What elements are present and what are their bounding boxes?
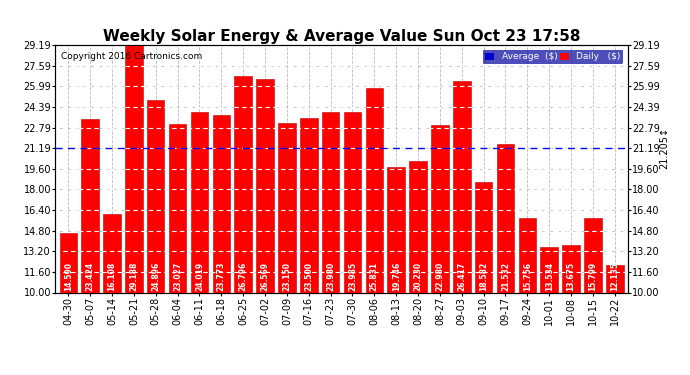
Bar [366, 88, 383, 292]
Text: 23.150: 23.150 [282, 262, 291, 291]
Bar [59, 233, 77, 292]
Text: 26.796: 26.796 [239, 261, 248, 291]
Bar [584, 218, 602, 292]
Text: 20.230: 20.230 [413, 261, 422, 291]
Text: 16.108: 16.108 [108, 261, 117, 291]
Bar [322, 112, 339, 292]
Bar [300, 118, 317, 292]
Text: 23.980: 23.980 [326, 261, 335, 291]
Text: 22.980: 22.980 [435, 261, 444, 291]
Text: 21.205↕: 21.205↕ [660, 127, 669, 169]
Bar [453, 81, 471, 292]
Bar [540, 247, 558, 292]
Text: 18.582: 18.582 [479, 261, 488, 291]
Text: Copyright 2016 Cartronics.com: Copyright 2016 Cartronics.com [61, 53, 202, 62]
Text: 23.985: 23.985 [348, 261, 357, 291]
Text: 29.188: 29.188 [130, 261, 139, 291]
Text: 15.756: 15.756 [523, 262, 532, 291]
Text: 13.675: 13.675 [566, 261, 575, 291]
Bar [497, 144, 514, 292]
Bar [190, 112, 208, 292]
Text: 23.424: 23.424 [86, 261, 95, 291]
Text: 14.590: 14.590 [63, 262, 73, 291]
Text: 12.135: 12.135 [610, 262, 620, 291]
Bar [169, 124, 186, 292]
Text: 23.500: 23.500 [304, 262, 313, 291]
Bar [431, 125, 448, 292]
Text: 23.027: 23.027 [173, 261, 182, 291]
Bar [475, 182, 493, 292]
Bar [388, 167, 405, 292]
Bar [344, 112, 362, 292]
Text: 19.746: 19.746 [392, 261, 401, 291]
Bar [104, 214, 121, 292]
Text: 25.831: 25.831 [370, 261, 379, 291]
Bar [519, 218, 536, 292]
Bar [278, 123, 295, 292]
Bar [562, 245, 580, 292]
Text: 24.019: 24.019 [195, 261, 204, 291]
Bar [81, 119, 99, 292]
Text: 26.569: 26.569 [261, 262, 270, 291]
Text: 15.799: 15.799 [589, 261, 598, 291]
Bar [606, 265, 624, 292]
Text: 26.417: 26.417 [457, 261, 466, 291]
Bar [409, 160, 427, 292]
Text: 23.773: 23.773 [217, 261, 226, 291]
Bar [147, 100, 164, 292]
Bar [256, 79, 274, 292]
Title: Weekly Solar Energy & Average Value Sun Oct 23 17:58: Weekly Solar Energy & Average Value Sun … [103, 29, 580, 44]
Legend: Average  ($), Daily   ($): Average ($), Daily ($) [482, 50, 623, 64]
Bar [213, 115, 230, 292]
Text: 24.896: 24.896 [151, 261, 160, 291]
Text: 21.532: 21.532 [501, 262, 510, 291]
Bar [125, 45, 143, 292]
Text: 13.534: 13.534 [544, 262, 553, 291]
Bar [235, 76, 252, 292]
